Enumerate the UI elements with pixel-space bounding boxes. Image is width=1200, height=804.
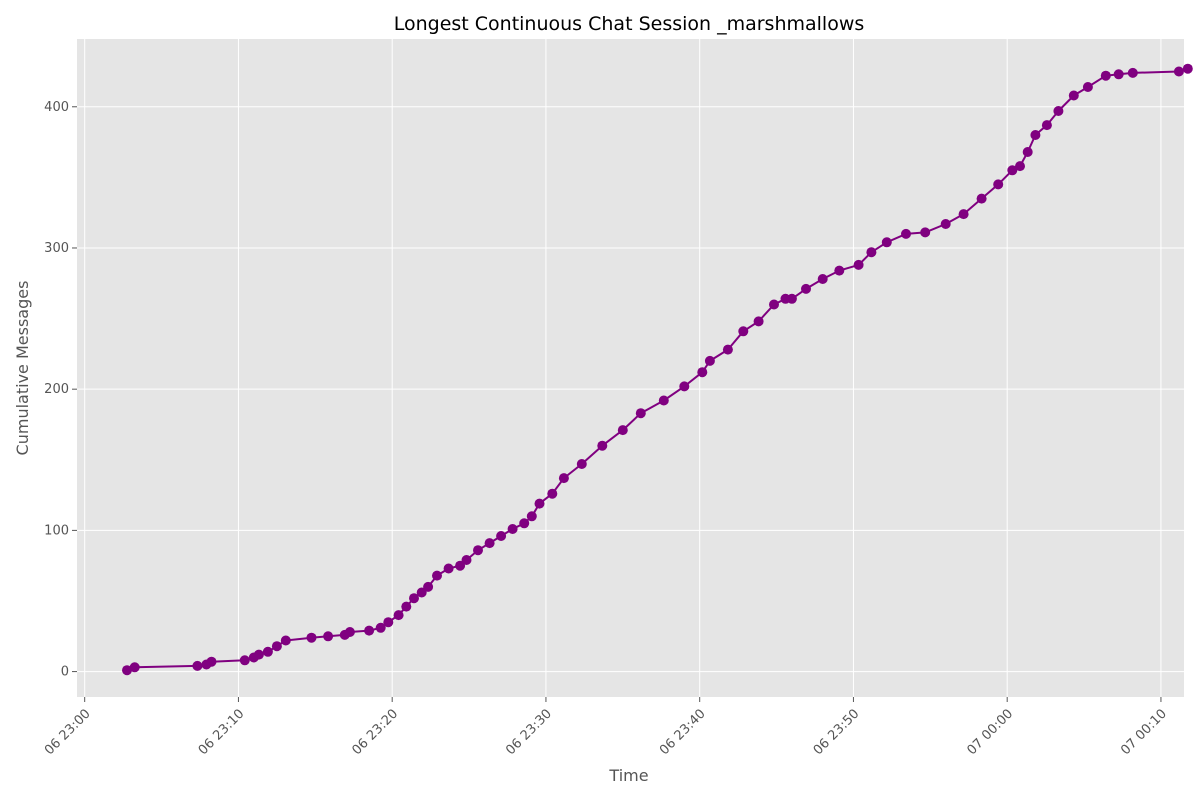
data-point xyxy=(976,193,987,204)
data-point xyxy=(393,610,404,621)
data-point xyxy=(496,531,507,541)
data-point xyxy=(753,316,764,327)
data-point xyxy=(129,662,140,673)
data-point xyxy=(271,641,282,652)
x-axis-ticks: 06 23:00 06 23:10 06 23:20 06 23:30 06 23:40… xyxy=(42,697,1170,758)
data-point xyxy=(1030,130,1041,140)
data-point xyxy=(432,570,442,581)
data-point xyxy=(617,425,628,436)
y-tick-label: 200 xyxy=(44,382,69,397)
data-point xyxy=(1173,66,1184,77)
data-point xyxy=(881,237,892,248)
data-point xyxy=(958,209,969,220)
data-point xyxy=(597,440,608,451)
data-point xyxy=(534,498,545,509)
x-tick-label: 07 00:10 xyxy=(1118,706,1170,758)
data-point xyxy=(576,459,587,469)
data-point xyxy=(1127,67,1138,78)
data-point xyxy=(1015,161,1025,172)
data-point xyxy=(1100,70,1111,81)
data-point xyxy=(769,299,779,310)
data-point xyxy=(364,625,375,636)
data-point xyxy=(383,617,394,628)
data-point xyxy=(122,665,132,676)
data-point xyxy=(901,228,911,239)
data-point xyxy=(834,265,845,276)
data-point xyxy=(993,179,1004,190)
data-point xyxy=(722,344,733,355)
data-point xyxy=(306,632,317,643)
data-point xyxy=(401,601,412,612)
x-tick-label: 06 23:30 xyxy=(503,706,555,758)
y-axis-ticks: 0 100 200 300 400 xyxy=(44,100,77,680)
data-point xyxy=(461,555,472,565)
data-point xyxy=(473,545,483,556)
data-point xyxy=(1182,63,1193,74)
x-tick-label: 06 23:50 xyxy=(811,706,863,758)
data-point xyxy=(801,283,811,294)
data-point xyxy=(1007,165,1018,176)
data-point xyxy=(853,259,864,270)
data-point xyxy=(697,367,708,378)
chart-title: Longest Continuous Chat Session _marshma… xyxy=(394,13,865,35)
data-point xyxy=(738,326,749,337)
data-point xyxy=(704,355,715,366)
data-point xyxy=(1082,82,1093,92)
data-point xyxy=(920,227,931,238)
y-tick-label: 0 xyxy=(61,665,69,680)
data-point xyxy=(239,655,250,666)
data-point xyxy=(323,631,334,642)
data-point xyxy=(507,524,518,534)
data-point xyxy=(443,563,454,574)
data-point xyxy=(192,660,203,671)
data-point xyxy=(409,593,419,604)
plot-background xyxy=(77,39,1184,697)
y-axis-title: Cumulative Messages xyxy=(13,281,32,456)
data-point xyxy=(786,293,797,304)
x-tick-label: 06 23:00 xyxy=(42,706,94,758)
y-tick-label: 400 xyxy=(44,100,69,115)
x-tick-label: 06 23:10 xyxy=(196,706,248,758)
data-point xyxy=(344,627,355,637)
data-point xyxy=(547,488,558,499)
data-point xyxy=(280,635,291,646)
x-axis-title: Time xyxy=(608,766,648,785)
data-point xyxy=(253,649,264,660)
data-point xyxy=(375,622,386,633)
x-tick-label: 06 23:20 xyxy=(350,706,402,758)
data-point xyxy=(635,408,646,419)
y-tick-label: 300 xyxy=(44,241,69,256)
data-point xyxy=(519,518,530,529)
data-point xyxy=(423,581,434,592)
x-tick-label: 06 23:40 xyxy=(657,706,709,758)
data-point xyxy=(817,274,828,284)
data-point xyxy=(658,395,669,406)
data-point xyxy=(1068,90,1079,101)
data-point xyxy=(262,646,273,657)
data-point xyxy=(1022,147,1033,157)
x-tick-label: 07 00:00 xyxy=(965,706,1017,758)
data-point xyxy=(1041,120,1052,131)
data-point xyxy=(1113,69,1124,80)
data-point xyxy=(1053,106,1064,116)
data-point xyxy=(484,538,495,549)
data-point xyxy=(526,511,537,522)
data-points-group xyxy=(122,63,1193,676)
data-point xyxy=(866,247,877,258)
data-point xyxy=(558,473,569,484)
data-point xyxy=(455,560,466,571)
data-point xyxy=(679,381,690,392)
y-tick-label: 100 xyxy=(44,523,69,538)
data-point xyxy=(940,219,951,229)
data-point xyxy=(206,656,217,667)
